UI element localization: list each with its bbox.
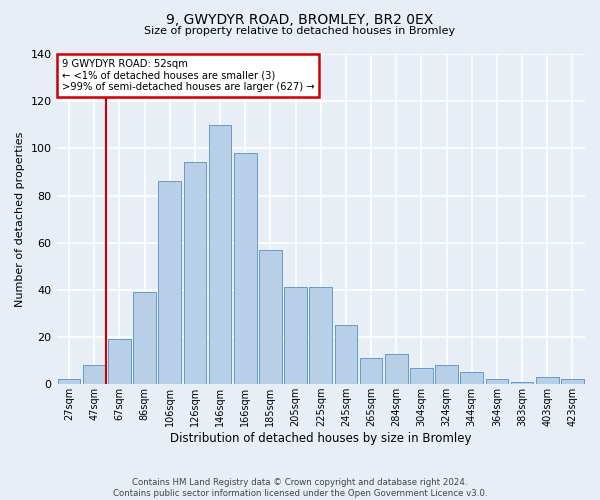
Bar	[310, 288, 332, 384]
Bar	[385, 354, 407, 384]
Bar	[83, 366, 106, 384]
Bar	[209, 124, 232, 384]
Bar	[410, 368, 433, 384]
Bar	[259, 250, 282, 384]
Text: Size of property relative to detached houses in Bromley: Size of property relative to detached ho…	[145, 26, 455, 36]
Y-axis label: Number of detached properties: Number of detached properties	[15, 132, 25, 307]
Text: Contains HM Land Registry data © Crown copyright and database right 2024.
Contai: Contains HM Land Registry data © Crown c…	[113, 478, 487, 498]
Bar	[435, 366, 458, 384]
Bar	[158, 182, 181, 384]
Bar	[360, 358, 382, 384]
Bar	[485, 380, 508, 384]
Bar	[133, 292, 156, 384]
Text: 9 GWYDYR ROAD: 52sqm
← <1% of detached houses are smaller (3)
>99% of semi-detac: 9 GWYDYR ROAD: 52sqm ← <1% of detached h…	[62, 59, 314, 92]
Bar	[58, 380, 80, 384]
Bar	[511, 382, 533, 384]
Bar	[108, 340, 131, 384]
Bar	[335, 325, 357, 384]
Bar	[284, 288, 307, 384]
X-axis label: Distribution of detached houses by size in Bromley: Distribution of detached houses by size …	[170, 432, 472, 445]
Bar	[460, 372, 483, 384]
Bar	[234, 153, 257, 384]
Bar	[536, 377, 559, 384]
Bar	[184, 162, 206, 384]
Text: 9, GWYDYR ROAD, BROMLEY, BR2 0EX: 9, GWYDYR ROAD, BROMLEY, BR2 0EX	[166, 12, 434, 26]
Bar	[561, 380, 584, 384]
